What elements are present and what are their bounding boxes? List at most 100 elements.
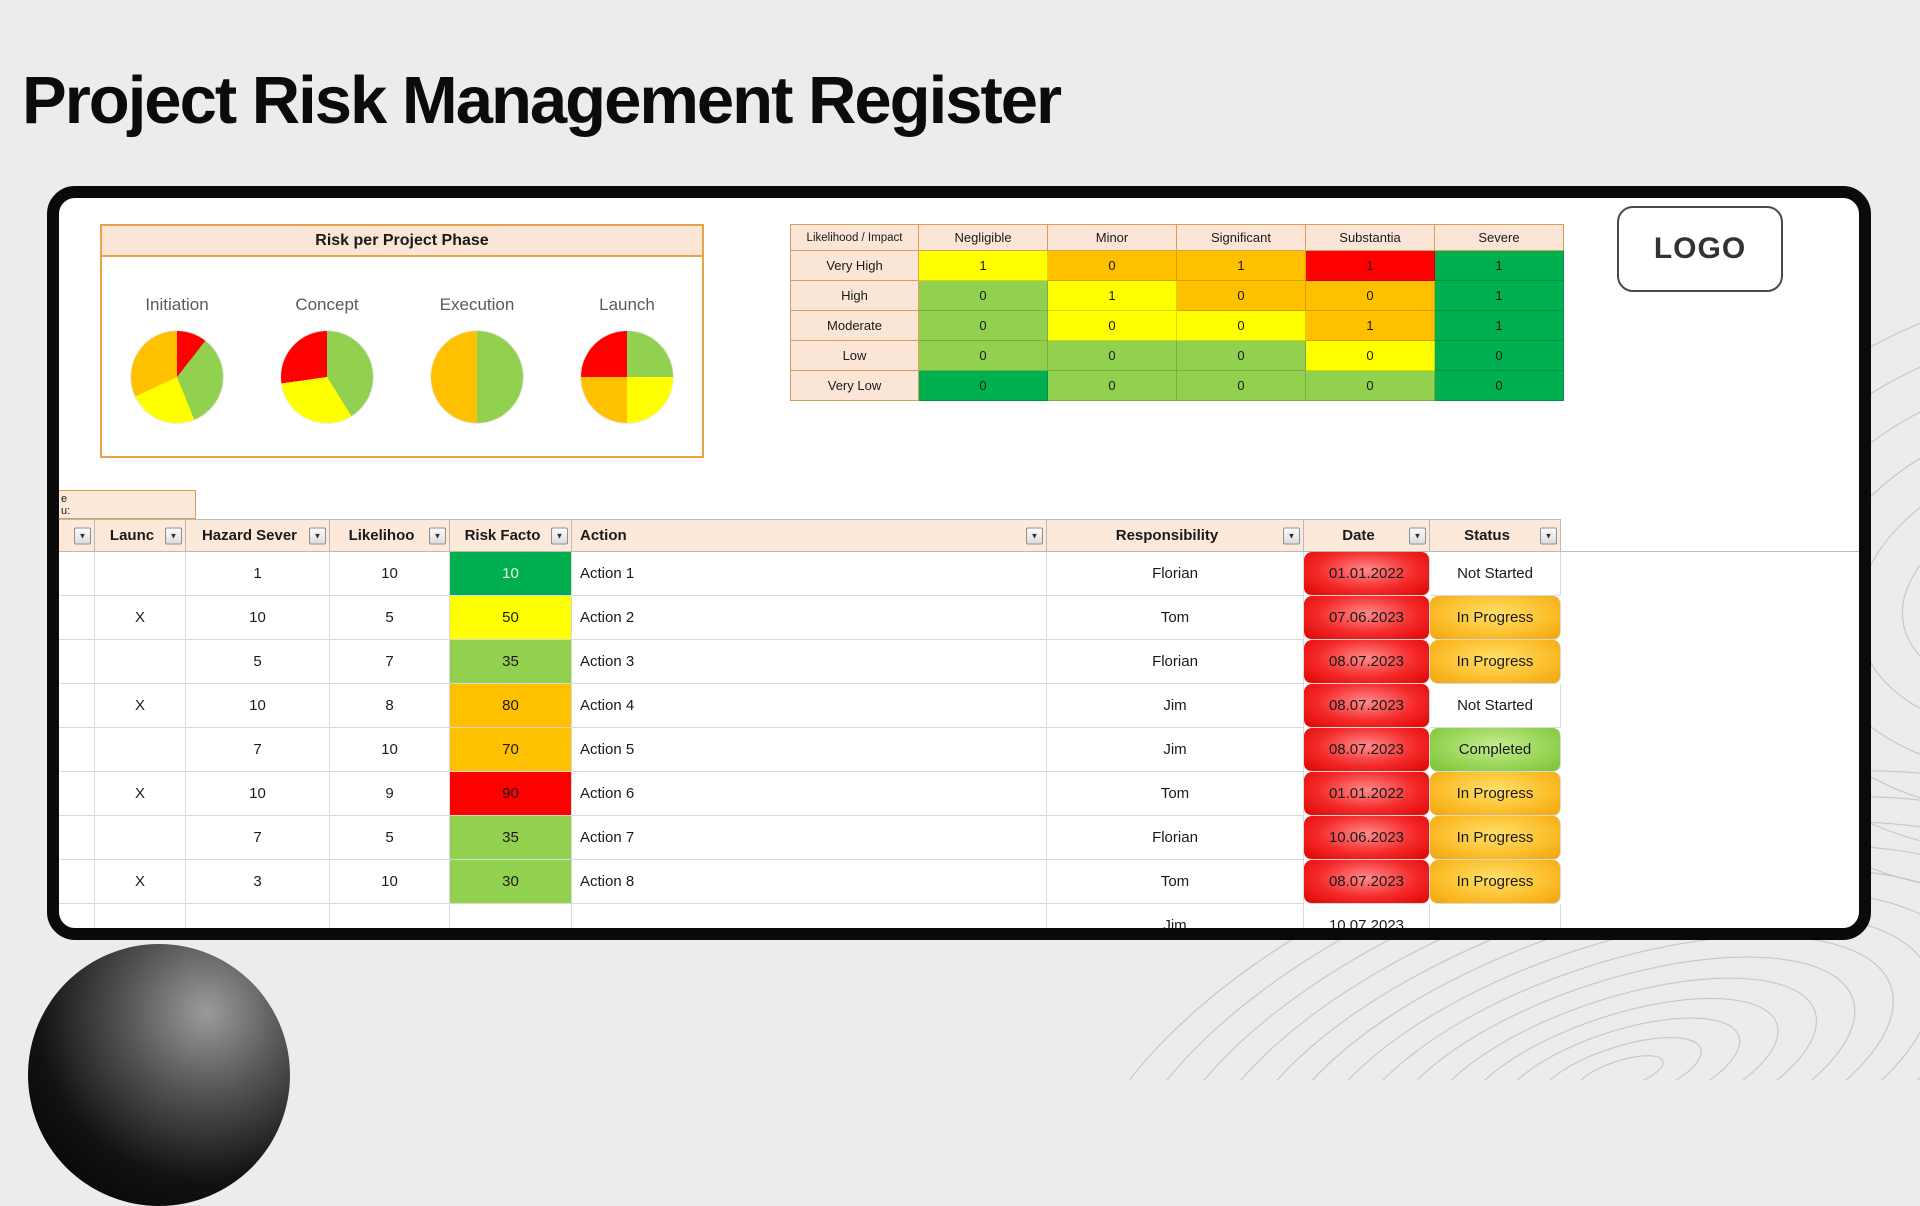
matrix-cell[interactable]: 0	[1177, 281, 1306, 311]
matrix-cell[interactable]: 0	[1048, 371, 1177, 401]
cell-risk[interactable]: 30	[450, 860, 572, 904]
cell-stub[interactable]	[59, 860, 95, 904]
cell-date[interactable]: 08.07.2023	[1304, 860, 1430, 904]
cell-responsibility[interactable]: Florian	[1047, 552, 1304, 596]
matrix-cell[interactable]: 0	[1435, 341, 1564, 371]
cell-stub[interactable]	[59, 728, 95, 772]
matrix-cell[interactable]: 1	[919, 251, 1048, 281]
cell-risk[interactable]: 90	[450, 772, 572, 816]
cell-responsibility[interactable]: Tom	[1047, 596, 1304, 640]
matrix-cell[interactable]: 1	[1435, 251, 1564, 281]
cell-stub[interactable]	[59, 552, 95, 596]
cell-action[interactable]: Action 4	[572, 684, 1047, 728]
cell-action[interactable]: Action 2	[572, 596, 1047, 640]
cell-action[interactable]: Action 5	[572, 728, 1047, 772]
cell-status[interactable]: In Progress	[1430, 816, 1561, 860]
matrix-cell[interactable]: 0	[919, 311, 1048, 341]
cell-likelihood[interactable]: 7	[330, 640, 450, 684]
cell-responsibility[interactable]: Florian	[1047, 816, 1304, 860]
cell-status[interactable]: Completed	[1430, 728, 1561, 772]
cell-launch[interactable]	[95, 904, 186, 928]
cell-responsibility[interactable]: Tom	[1047, 860, 1304, 904]
cell-likelihood[interactable]: 5	[330, 816, 450, 860]
matrix-cell[interactable]: 1	[1306, 251, 1435, 281]
cell-responsibility[interactable]: Jim	[1047, 728, 1304, 772]
filter-button-date[interactable]: ▼	[1409, 527, 1426, 544]
cell-risk[interactable]: 35	[450, 640, 572, 684]
matrix-cell[interactable]: 0	[1048, 251, 1177, 281]
cell-date[interactable]: 07.06.2023	[1304, 596, 1430, 640]
cell-likelihood[interactable]: 10	[330, 728, 450, 772]
matrix-cell[interactable]: 1	[1435, 311, 1564, 341]
cell-status[interactable]: Not Started	[1430, 552, 1561, 596]
matrix-cell[interactable]: 0	[1048, 341, 1177, 371]
cell-risk[interactable]: 35	[450, 816, 572, 860]
filter-button-likelihood[interactable]: ▼	[429, 527, 446, 544]
cell-action[interactable]: Action 8	[572, 860, 1047, 904]
matrix-cell[interactable]: 0	[1306, 371, 1435, 401]
cell-status[interactable]: Not Started	[1430, 684, 1561, 728]
matrix-cell[interactable]: 1	[1177, 251, 1306, 281]
cell-risk[interactable]: 50	[450, 596, 572, 640]
cell-likelihood[interactable]: 8	[330, 684, 450, 728]
matrix-cell[interactable]: 1	[1435, 281, 1564, 311]
filter-button-responsibility[interactable]: ▼	[1283, 527, 1300, 544]
cell-risk[interactable]: 80	[450, 684, 572, 728]
cell-hazard[interactable]: 3	[186, 860, 330, 904]
cell-action[interactable]: Action 3	[572, 640, 1047, 684]
filter-button-launch[interactable]: ▼	[165, 527, 182, 544]
matrix-cell[interactable]: 0	[1177, 311, 1306, 341]
cell-hazard[interactable]: 5	[186, 640, 330, 684]
cell-risk[interactable]: 10	[450, 552, 572, 596]
cell-date[interactable]: 10.07.2023	[1304, 904, 1430, 928]
matrix-cell[interactable]: 0	[919, 371, 1048, 401]
cell-date[interactable]: 01.01.2022	[1304, 772, 1430, 816]
cell-launch[interactable]	[95, 728, 186, 772]
filter-button-stub[interactable]: ▼	[74, 527, 91, 544]
filter-button-action[interactable]: ▼	[1026, 527, 1043, 544]
cell-risk[interactable]: 70	[450, 728, 572, 772]
cell-likelihood[interactable]	[330, 904, 450, 928]
cell-risk[interactable]	[450, 904, 572, 928]
cell-stub[interactable]	[59, 904, 95, 928]
cell-status[interactable]: In Progress	[1430, 860, 1561, 904]
cell-hazard[interactable]	[186, 904, 330, 928]
cell-status[interactable]	[1430, 904, 1561, 928]
matrix-cell[interactable]: 0	[1306, 341, 1435, 371]
cell-action[interactable]: Action 7	[572, 816, 1047, 860]
cell-launch[interactable]: X	[95, 596, 186, 640]
cell-responsibility[interactable]: Tom	[1047, 772, 1304, 816]
filter-button-risk[interactable]: ▼	[551, 527, 568, 544]
cell-action[interactable]: Action 1	[572, 552, 1047, 596]
cell-hazard[interactable]: 7	[186, 728, 330, 772]
matrix-cell[interactable]: 0	[919, 281, 1048, 311]
matrix-cell[interactable]: 1	[1306, 311, 1435, 341]
filter-button-hazard[interactable]: ▼	[309, 527, 326, 544]
matrix-cell[interactable]: 0	[1177, 371, 1306, 401]
cell-likelihood[interactable]: 10	[330, 860, 450, 904]
cell-responsibility[interactable]: Jim	[1047, 904, 1304, 928]
cell-responsibility[interactable]: Florian	[1047, 640, 1304, 684]
cell-status[interactable]: In Progress	[1430, 640, 1561, 684]
cell-hazard[interactable]: 10	[186, 596, 330, 640]
cell-hazard[interactable]: 10	[186, 772, 330, 816]
cell-hazard[interactable]: 1	[186, 552, 330, 596]
cell-stub[interactable]	[59, 640, 95, 684]
cell-date[interactable]: 10.06.2023	[1304, 816, 1430, 860]
cell-date[interactable]: 08.07.2023	[1304, 640, 1430, 684]
cell-stub[interactable]	[59, 684, 95, 728]
cell-stub[interactable]	[59, 772, 95, 816]
cell-stub[interactable]	[59, 596, 95, 640]
cell-status[interactable]: In Progress	[1430, 596, 1561, 640]
cell-launch[interactable]	[95, 816, 186, 860]
matrix-cell[interactable]: 0	[919, 341, 1048, 371]
cell-launch[interactable]	[95, 552, 186, 596]
cell-date[interactable]: 08.07.2023	[1304, 728, 1430, 772]
cell-date[interactable]: 01.01.2022	[1304, 552, 1430, 596]
cell-launch[interactable]: X	[95, 772, 186, 816]
matrix-cell[interactable]: 1	[1048, 281, 1177, 311]
cell-responsibility[interactable]: Jim	[1047, 684, 1304, 728]
cell-action[interactable]	[572, 904, 1047, 928]
matrix-cell[interactable]: 0	[1306, 281, 1435, 311]
cell-likelihood[interactable]: 9	[330, 772, 450, 816]
